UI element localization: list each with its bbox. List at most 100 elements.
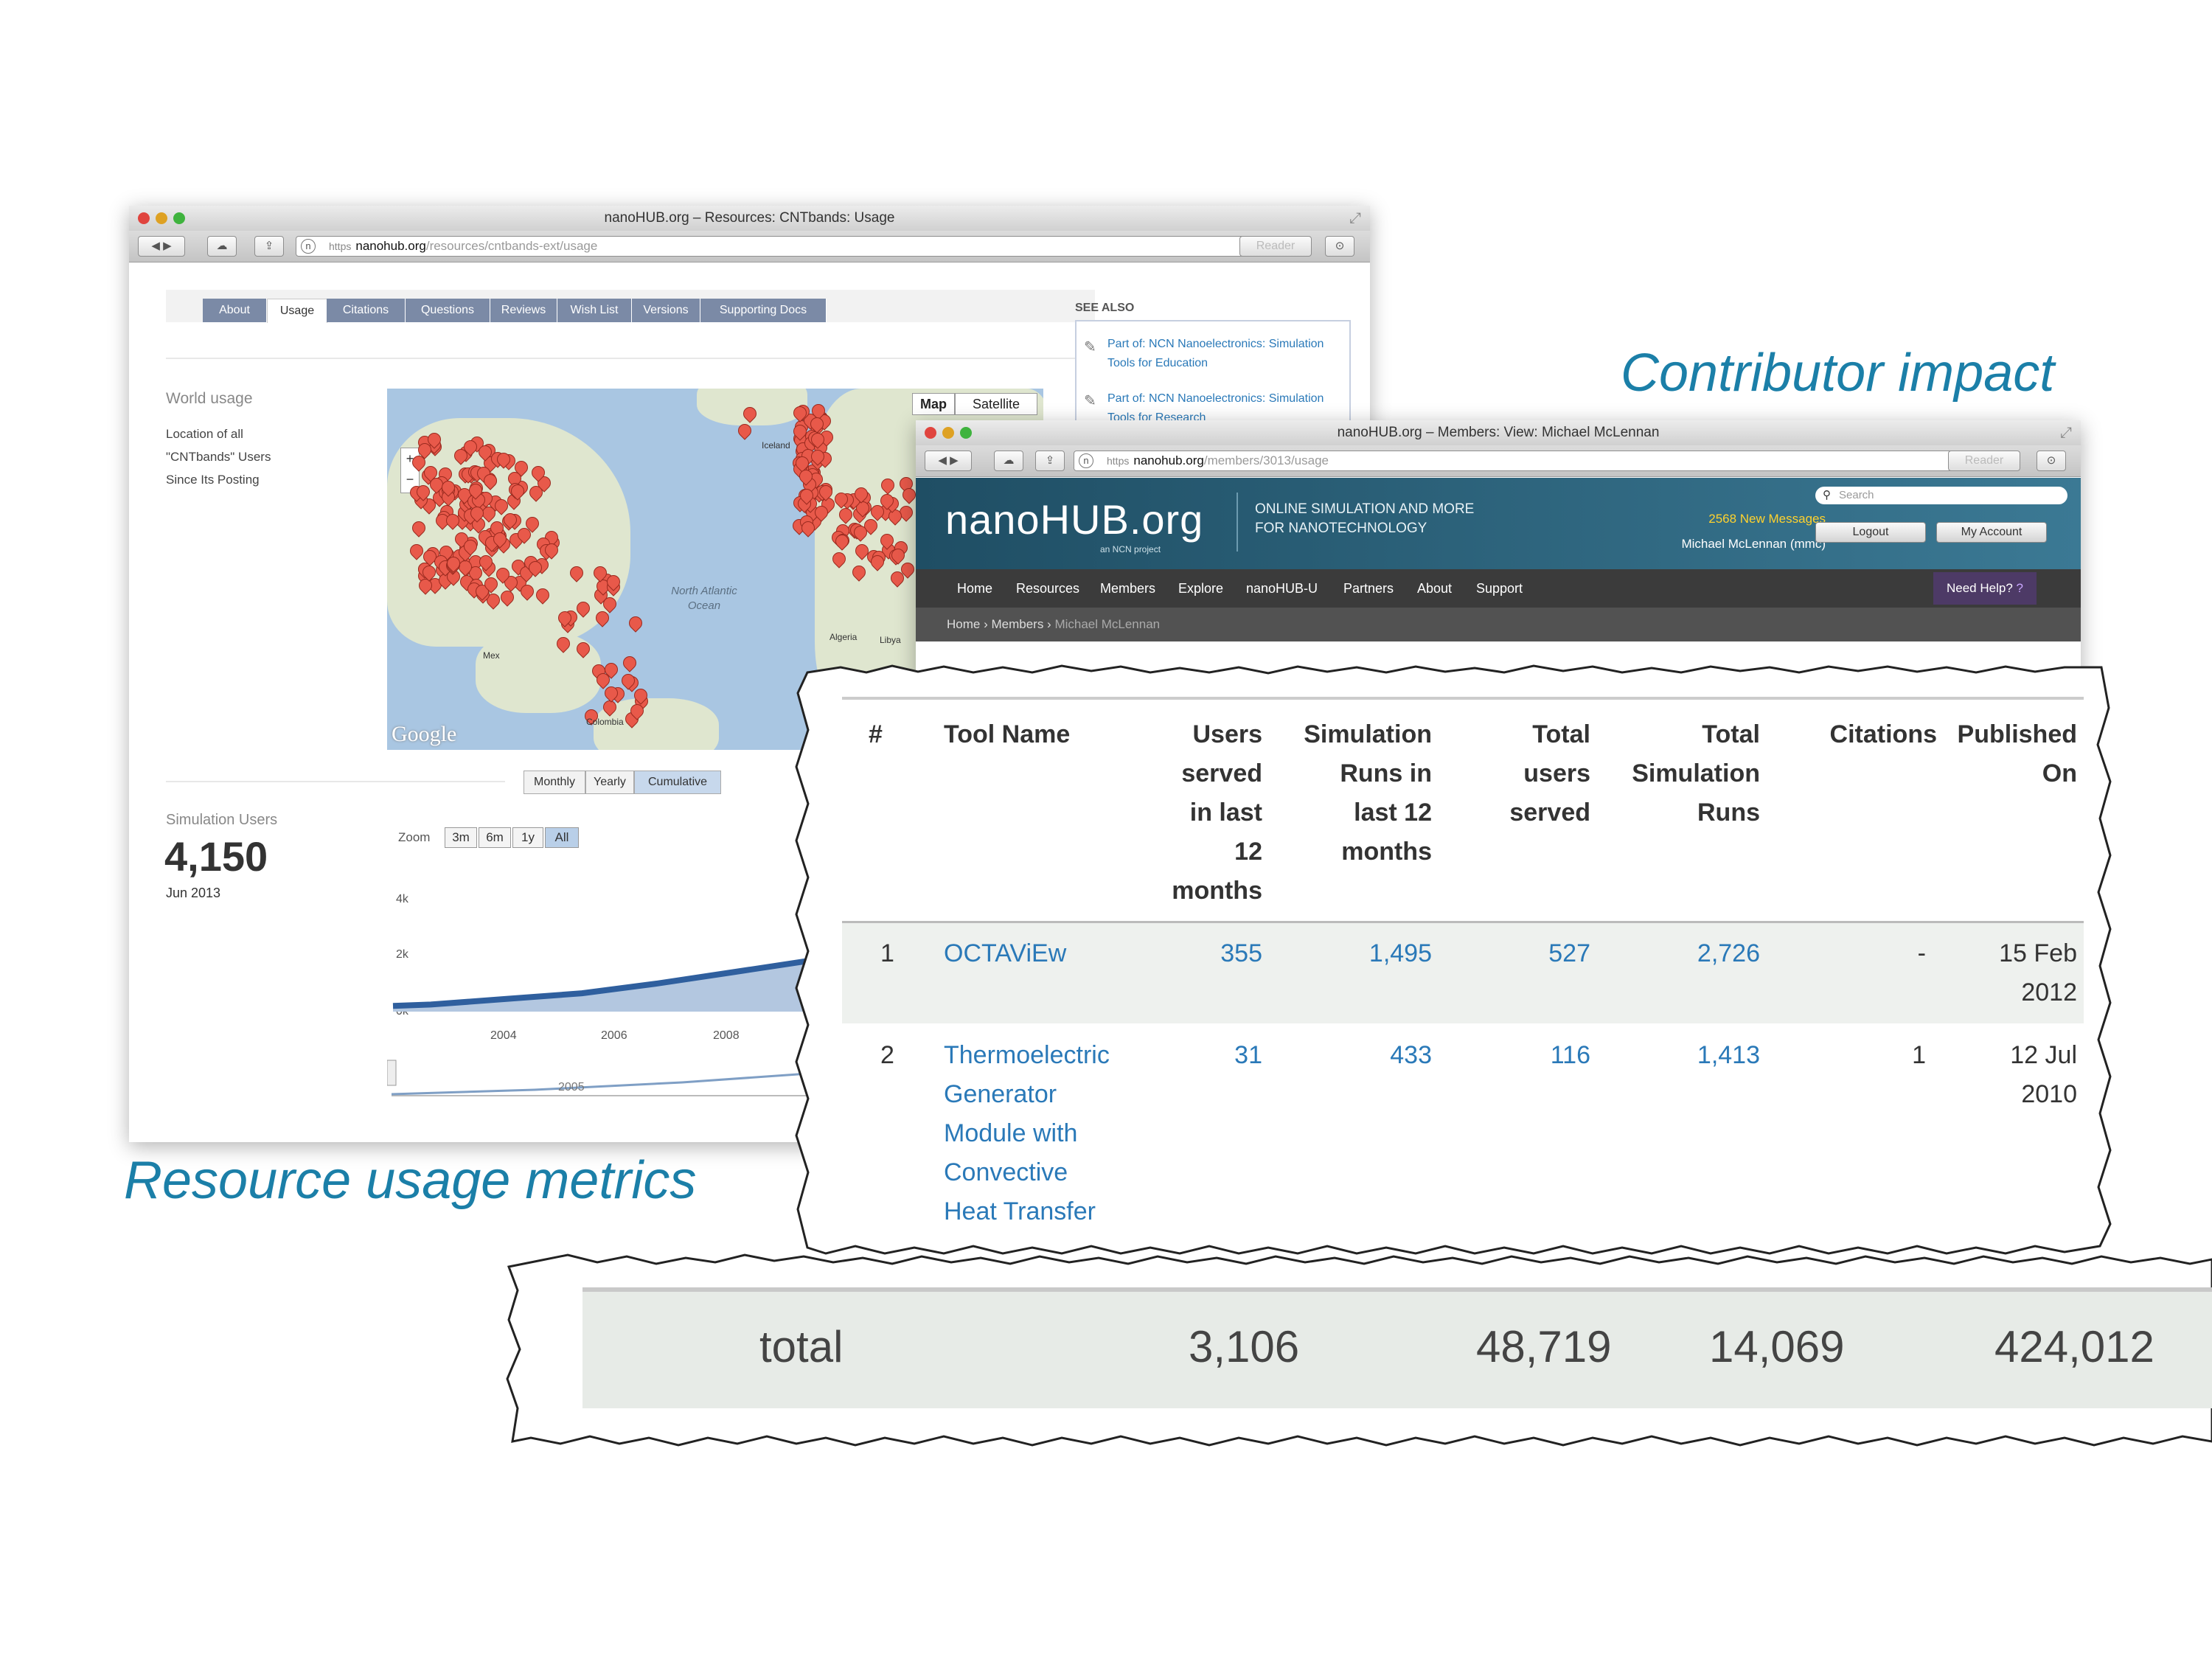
zoom-window-button[interactable] [960,427,972,439]
tab-about[interactable]: About [203,299,267,322]
y-tick-label: 4k [396,893,409,905]
back-forward-buttons[interactable]: ◀ ▶ [138,236,185,257]
user-location-pin[interactable] [619,653,639,672]
tab-citations[interactable]: Citations [327,299,406,322]
search-icon: ⚲ [1823,489,1831,501]
tab-wish-list[interactable]: Wish List [557,299,632,322]
nav-partners[interactable]: Partners [1343,581,1394,596]
total-runs-value[interactable]: 2,726 [1697,939,1760,967]
zoom-window-button[interactable] [173,212,185,224]
tagline-line: ONLINE SIMULATION AND MORE [1255,501,1475,517]
period-yearly-button[interactable]: Yearly [585,771,634,794]
sim-users-value: 4,150 [164,833,268,880]
see-also-link-education[interactable]: Part of: NCN Nanoelectronics: Simulation… [1107,338,1324,369]
published-line: 2010 [2021,1080,2077,1108]
my-account-button[interactable]: My Account [1936,522,2047,543]
breadcrumb-home[interactable]: Home [947,617,981,631]
runs-12m-value[interactable]: 433 [1390,1041,1432,1069]
map-label-colombia: Colombia [586,717,624,727]
downloads-icon[interactable]: ⊙ [2037,451,2066,471]
runs-12m-value[interactable]: 1,495 [1368,939,1432,967]
close-window-button[interactable] [925,427,936,439]
nav-resources[interactable]: Resources [1016,581,1080,596]
nav-about[interactable]: About [1417,581,1453,596]
logout-button[interactable]: Logout [1815,522,1926,543]
nav-support[interactable]: Support [1476,581,1523,596]
world-usage-description: Location of all "CNTbands" Users Since I… [166,422,271,491]
header-tool-name: Tool Name [944,720,1071,748]
tab-reviews[interactable]: Reviews [490,299,557,322]
total-runs-value[interactable]: 1,413 [1697,1041,1760,1069]
reader-button[interactable]: Reader [1239,236,1312,257]
need-help-button[interactable]: Need Help? ? [1933,572,2037,605]
total-runs-12m: 48,719 [1476,1322,1612,1371]
nanohub-logo[interactable]: nanoHUB.org [945,496,1204,543]
nav-explore[interactable]: Explore [1178,581,1224,596]
user-location-pin[interactable] [625,613,645,633]
downloads-icon[interactable]: ⊙ [1325,236,1354,257]
url-host: nanohub.org [1133,453,1204,467]
header-line: served [1181,759,1262,787]
tab-usage[interactable]: Usage [267,299,327,323]
period-monthly-button[interactable]: Monthly [524,771,585,794]
period-cumulative-button[interactable]: Cumulative [634,771,721,794]
published-line: 15 Feb [1999,939,2077,967]
zoom-6m-button[interactable]: 6m [479,827,511,848]
new-messages-link[interactable]: 2568 New Messages [1708,512,1826,526]
minimize-window-button[interactable] [156,212,167,224]
fullscreen-icon[interactable]: ⤢ [2060,425,2072,441]
main-nav: Home Resources Members Explore nanoHUB-U… [916,569,2081,608]
tab-supporting-docs[interactable]: Supporting Docs [700,299,827,322]
close-window-button[interactable] [138,212,150,224]
zoom-3m-button[interactable]: 3m [445,827,477,848]
icloud-icon[interactable]: ☁ [994,451,1023,471]
minimize-window-button[interactable] [942,427,954,439]
map-type-satellite-button[interactable]: Satellite [955,393,1037,415]
total-users-value[interactable]: 527 [1548,939,1590,967]
tool-link[interactable]: OCTAViEw [944,939,1067,967]
header-line: 12 [1234,838,1262,866]
divider [166,781,505,782]
header-line: last 12 [1354,799,1432,827]
logged-in-user[interactable]: Michael McLennan (mmc) [1681,537,1826,551]
url-path: /resources/cntbands-ext/usage [425,239,598,253]
fullscreen-icon[interactable]: ⤢ [1349,210,1361,226]
tool-name-line: Thermoelectric [944,1041,1110,1069]
totals-row-top-rule [582,1287,2212,1292]
total-users: 14,069 [1709,1322,1845,1371]
nav-members[interactable]: Members [1100,581,1156,596]
resource-tabs: About Usage Citations Questions Reviews … [166,290,1095,323]
share-icon[interactable]: ⇪ [254,236,284,257]
navigator-handle[interactable] [387,1060,397,1086]
url-host: nanohub.org [355,239,426,253]
tab-questions[interactable]: Questions [406,299,490,322]
row-num: 1 [880,939,894,967]
search-input[interactable]: ⚲ Search [1815,487,2067,504]
icloud-icon[interactable]: ☁ [207,236,237,257]
tool-link[interactable]: Thermoelectric Generator Module with Con… [944,1036,1121,1231]
users-12m-value[interactable]: 31 [1234,1041,1262,1069]
window-titlebar: nanoHUB.org – Members: View: Michael McL… [916,420,2081,446]
map-label-libya: Libya [880,635,901,645]
map-label-algeria: Algeria [830,632,858,642]
nav-nanohub-u[interactable]: nanoHUB-U [1246,581,1318,596]
reader-button[interactable]: Reader [1948,451,2020,471]
breadcrumb: Home › Members › Michael McLennan [916,608,2081,641]
breadcrumb-members[interactable]: Members [991,617,1044,631]
citations-value: 1 [1912,1041,1926,1069]
users-12m-value[interactable]: 355 [1220,939,1262,967]
zoom-1y-button[interactable]: 1y [512,827,543,848]
cumulative-area [393,947,922,1012]
back-forward-buttons[interactable]: ◀ ▶ [925,451,972,471]
share-icon[interactable]: ⇪ [1035,451,1065,471]
header-line: Runs [1697,799,1760,827]
zoom-all-button[interactable]: All [545,827,579,848]
site-identity-icon: n [301,239,316,254]
address-bar[interactable]: n https nanohub.org/resources/cntbands-ex… [296,236,1257,257]
map-type-map-button[interactable]: Map [912,393,955,415]
nav-home[interactable]: Home [957,581,993,596]
help-icon: ? [2016,581,2023,595]
total-users-value[interactable]: 116 [1550,1041,1590,1069]
tab-versions[interactable]: Versions [632,299,700,322]
